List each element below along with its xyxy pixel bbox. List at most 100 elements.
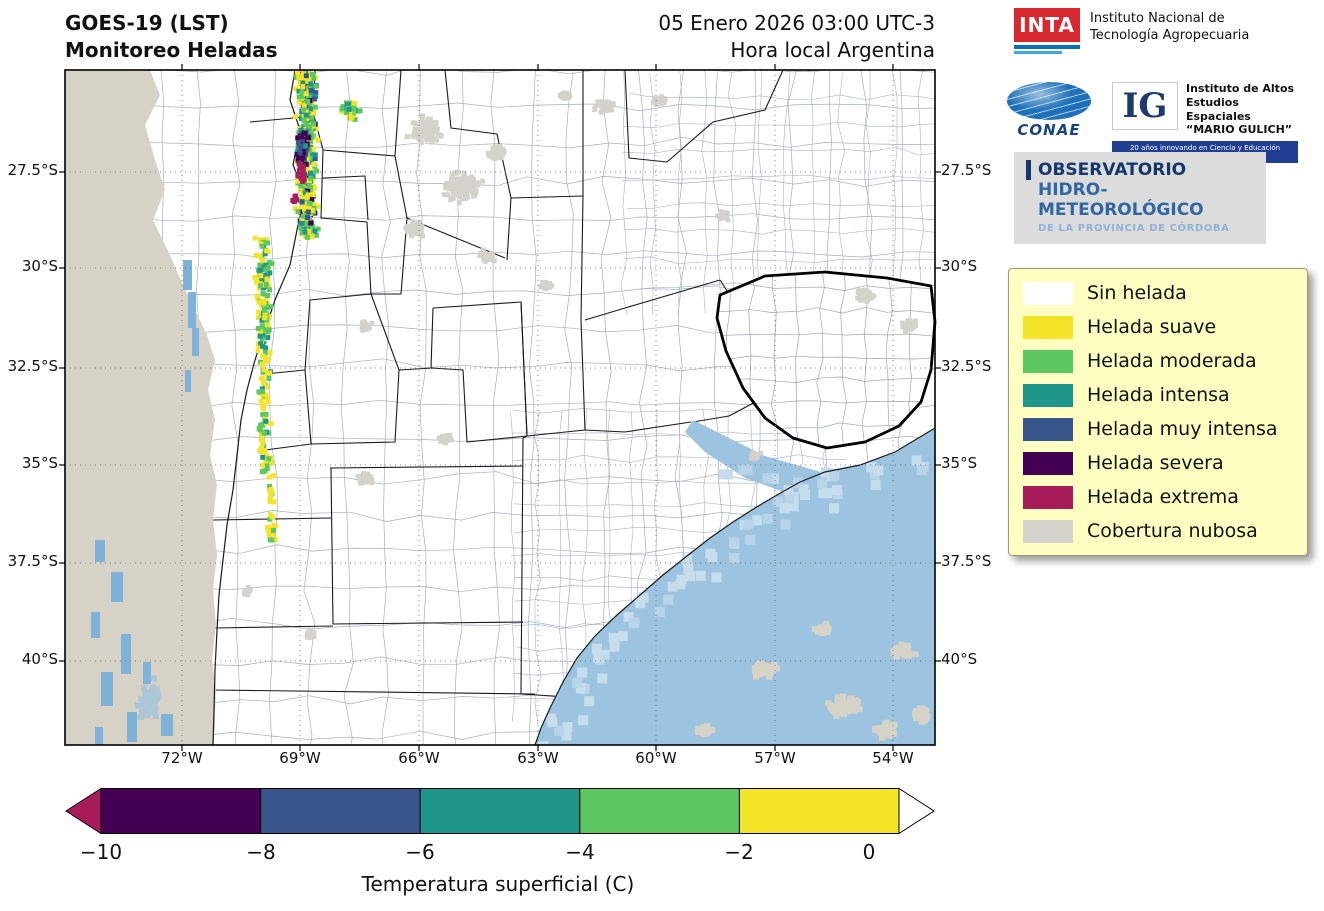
gulich-logo: IG Instituto de Altos Estudios Espaciale… [1112,82,1298,163]
legend-item: Helada muy intensa [1009,412,1307,446]
outside-land-mask [65,70,217,745]
timezone-text: Hora local Argentina [730,38,935,62]
coastline [534,427,936,746]
lon-label: 69°W [279,749,321,767]
legend-item: Cobertura nubosa [1009,514,1307,548]
legend-item: Helada extrema [1009,480,1307,514]
legend-swatch [1023,281,1073,305]
cloud-cover-pixels [242,90,918,640]
lat-label: 40°S [21,650,58,668]
observatorio-line1: OBSERVATORIO [1026,160,1252,180]
lat-label: 32.5°S [7,357,58,375]
legend-item: Helada severa [1009,446,1307,480]
graticule [65,70,935,745]
conae-label: CONAE [1017,121,1081,139]
lat-label: 40°S [941,650,978,668]
observatorio-line2: HIDRO-METEOROLÓGICO [1038,180,1204,220]
colorbar-segment [260,788,421,834]
lat-label: 35°S [21,454,58,472]
lakes [91,260,199,745]
legend-label: Helada moderada [1087,350,1257,372]
gulich-line3: “MARIO GULICH” [1186,123,1293,137]
inta-bar-icon [1014,51,1062,54]
legend-label: Helada severa [1087,452,1224,474]
lon-label: 60°W [635,749,677,767]
datetime-text: 05 Enero 2026 03:00 UTC-3 [658,11,935,35]
colorbar-caption: Temperatura superficial (C) [361,872,635,896]
legend-swatch [1023,383,1073,407]
colorbar [65,787,935,839]
title-line2: Monitoreo Heladas [65,38,278,62]
lon-label: 63°W [517,749,559,767]
lon-label: 66°W [398,749,440,767]
legend-item: Helada intensa [1009,378,1307,412]
colorbar-overflow-arrow [898,787,935,835]
gulich-line1: Instituto de Altos [1186,82,1295,95]
legend-item: Sin helada [1009,276,1307,310]
legend-label: Helada intensa [1087,384,1230,406]
axis-ticks [59,64,941,751]
map-title: GOES-19 (LST) Monitoreo Heladas [65,10,278,64]
lat-label: 30°S [941,257,978,275]
legend-item: Helada suave [1009,310,1307,344]
legend-swatch [1023,519,1073,543]
lat-label: 27.5°S [941,161,992,179]
legend-swatch [1023,349,1073,373]
conae-globe-icon [1007,82,1091,120]
colorbar-segment [100,788,262,834]
map-datetime: 05 Enero 2026 03:00 UTC-3 Hora local Arg… [500,10,935,64]
colorbar-tick: −10 [79,840,123,864]
colorbar-tick: −2 [724,840,754,864]
lon-label: 57°W [754,749,796,767]
legend-label: Helada extrema [1087,486,1239,508]
inta-name-line2: Tecnología Agropecuaria [1090,27,1250,43]
inta-bar-icon [1014,45,1080,49]
legend-label: Helada muy intensa [1087,418,1278,440]
coastal-shallows [538,455,929,745]
inta-name-line1: Instituto Nacional de [1090,11,1225,26]
colorbar-segment [419,788,581,834]
colorbar-tick: −8 [246,840,276,864]
colorbar-tick: −4 [565,840,595,864]
gulich-ig-mark: IG [1112,82,1178,130]
legend-label: Cobertura nubosa [1087,520,1258,542]
legend-item: Helada moderada [1009,344,1307,378]
observatorio-line3: DE LA PROVINCIA DE CÓRDOBA [1038,223,1230,234]
lat-label: 35°S [941,454,978,472]
legend-swatch [1023,485,1073,509]
inta-logo-mark: INTA [1014,8,1080,54]
colorbar-tick: −6 [405,840,435,864]
frost-pixels [252,70,363,543]
inta-logo: INTA Instituto Nacional de Tecnología Ag… [1014,8,1249,54]
inta-logo-text: INTA [1014,8,1080,42]
gulich-name: Instituto de Altos Estudios Espaciales “… [1186,82,1298,137]
title-line1: GOES-19 (LST) [65,11,229,35]
frost-legend: Sin helada Helada suave Helada moderada … [1008,268,1308,556]
colorbar-segment [579,788,740,834]
colorbar-underflow-arrow [65,787,102,835]
colorbar-segment [738,788,900,834]
legend-swatch [1023,417,1073,441]
logo-row-2: CONAE IG Instituto de Altos Estudios Esp… [1006,82,1298,163]
uruguay-outline [715,270,937,450]
lat-label: 32.5°S [941,357,992,375]
map-svg [59,64,941,751]
legend-swatch [1023,315,1073,339]
legend-label: Helada suave [1087,316,1217,338]
inta-name: Instituto Nacional de Tecnología Agropec… [1090,8,1249,45]
gulich-line2: Estudios Espaciales [1186,95,1251,123]
ocean-cloud-patches [695,620,931,741]
observatorio-logo: OBSERVATORIO HIDRO-METEOROLÓGICO DE LA P… [1014,152,1266,244]
lat-label: 37.5°S [7,552,58,570]
map-frame [64,69,936,746]
legend-swatch [1023,451,1073,475]
colorbar-tick: 0 [862,840,876,864]
lat-label: 37.5°S [941,552,992,570]
lat-label: 27.5°S [7,161,58,179]
department-boundaries [118,70,935,745]
lat-label: 30°S [21,257,58,275]
conae-logo: CONAE [1006,82,1092,139]
legend-label: Sin helada [1087,282,1187,304]
map-canvas [57,62,943,757]
